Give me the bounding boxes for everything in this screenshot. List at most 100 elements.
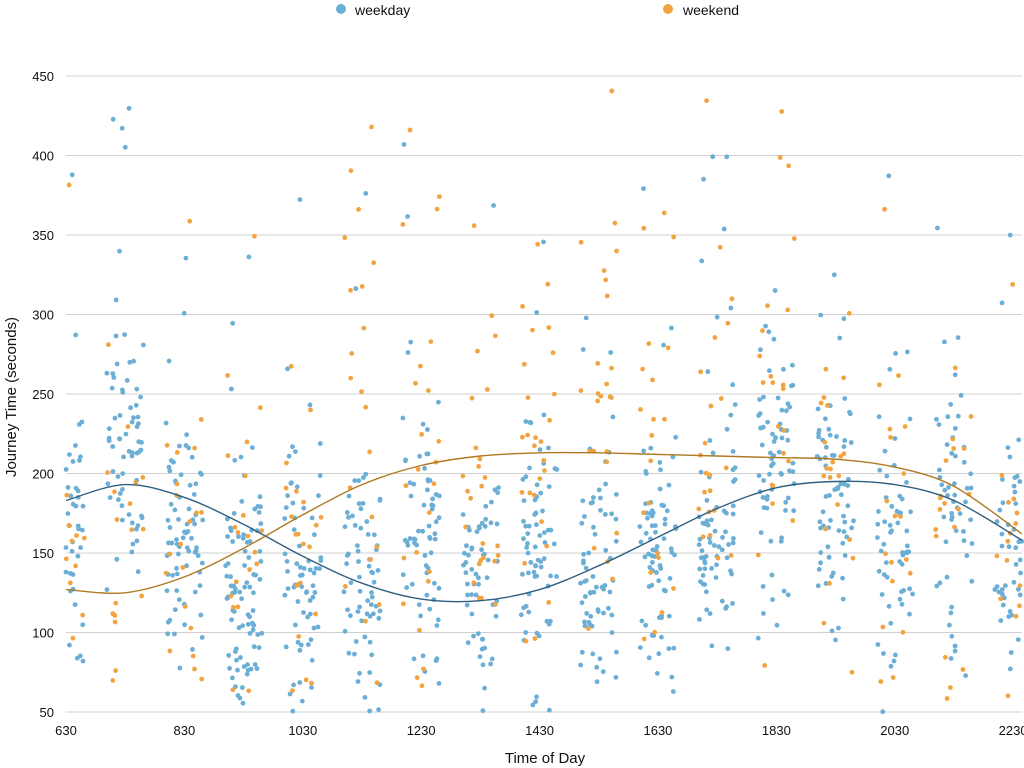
weekday-point: [816, 427, 822, 433]
legend: weekday weekend: [336, 2, 739, 18]
weekday-point: [613, 516, 619, 522]
weekday-point: [309, 657, 315, 663]
weekend-point: [110, 678, 116, 683]
weekend-point: [228, 593, 234, 599]
weekend-point: [431, 481, 437, 487]
weekday-point: [131, 358, 137, 364]
weekday-point: [643, 530, 649, 536]
weekend-point: [174, 450, 180, 455]
weekend-point: [231, 604, 236, 610]
weekday-point: [285, 569, 290, 574]
weekday-point: [284, 559, 290, 564]
weekend-point: [348, 168, 354, 174]
weekday-point: [199, 560, 205, 566]
weekday-point: [613, 538, 619, 544]
weekday-point: [176, 551, 181, 557]
weekday-point: [126, 105, 132, 111]
weekday-point: [172, 631, 177, 637]
x-tick-label: 1230: [407, 723, 436, 738]
weekday-point: [785, 495, 791, 501]
weekend-point: [702, 489, 707, 495]
weekday-point: [285, 586, 291, 591]
weekday-point: [355, 609, 361, 614]
weekday-point: [350, 513, 355, 519]
weekday-point: [422, 466, 427, 471]
weekend-point: [309, 680, 314, 686]
weekday-point: [781, 588, 787, 594]
weekday-point: [433, 658, 439, 663]
weekday-point: [312, 532, 317, 538]
weekday-point: [257, 576, 263, 582]
weekday-point: [828, 518, 833, 523]
weekday-point: [849, 525, 854, 531]
weekend-point: [133, 480, 139, 485]
weekend-point: [578, 239, 584, 245]
weekday-point: [80, 658, 86, 664]
weekday-point: [999, 543, 1005, 549]
weekday-point: [961, 459, 967, 465]
weekend-point: [348, 287, 353, 293]
weekday-point: [662, 521, 668, 527]
weekend-point: [659, 610, 665, 615]
weekday-point: [523, 474, 529, 480]
weekday-point: [790, 469, 796, 475]
weekday-point: [609, 630, 615, 635]
weekend-point: [105, 470, 110, 475]
weekday-point: [372, 532, 377, 538]
weekday-point: [669, 550, 675, 555]
weekday-point: [876, 568, 882, 574]
weekday-point: [755, 635, 761, 641]
weekend-point: [665, 345, 671, 351]
weekday-point: [910, 591, 916, 597]
weekday-point: [369, 569, 374, 575]
weekday-point: [285, 366, 290, 372]
weekday-point: [287, 691, 293, 697]
weekend-point: [578, 388, 584, 393]
weekday-point: [245, 621, 251, 627]
weekday-point: [840, 596, 846, 602]
weekday-point: [78, 545, 83, 550]
weekend-point: [164, 442, 170, 448]
weekend-point: [74, 533, 79, 538]
trend-layer: [65, 451, 1023, 603]
weekday-point: [364, 519, 370, 524]
weekday-point: [530, 702, 536, 708]
weekday-point: [228, 525, 233, 531]
weekday-point: [531, 569, 537, 575]
weekday-point: [228, 574, 234, 580]
weekday-point: [671, 645, 677, 651]
weekend-point: [241, 513, 246, 518]
weekend-point: [890, 578, 895, 584]
weekday-point: [165, 619, 171, 625]
weekend-point: [641, 225, 647, 231]
weekday-point: [464, 543, 469, 549]
weekend-point: [781, 428, 787, 433]
weekend-point: [531, 492, 537, 498]
weekday-point: [668, 546, 674, 552]
weekday-point: [74, 655, 80, 661]
weekday-point: [174, 571, 180, 577]
weekend-point: [139, 593, 145, 599]
weekend-point: [106, 342, 111, 348]
weekday-point: [250, 627, 256, 633]
weekday-point: [186, 445, 192, 451]
weekday-point: [309, 515, 315, 521]
weekday-point: [578, 580, 583, 586]
weekday-point: [578, 662, 583, 668]
weekday-point: [702, 582, 708, 587]
weekend-point: [232, 524, 238, 530]
weekday-point: [129, 419, 135, 425]
weekend-point: [178, 541, 184, 547]
weekday-point: [721, 226, 727, 232]
weekday-point: [969, 578, 975, 584]
weekday-point: [728, 412, 734, 418]
weekday-point: [653, 523, 658, 528]
weekday-point: [290, 500, 296, 506]
weekday-point: [944, 574, 950, 580]
weekday-point: [358, 506, 364, 512]
weekday-point: [404, 539, 410, 545]
weekday-point: [317, 441, 323, 446]
weekend-point: [290, 688, 295, 693]
weekend-point: [495, 543, 500, 549]
weekend-point: [729, 296, 735, 302]
